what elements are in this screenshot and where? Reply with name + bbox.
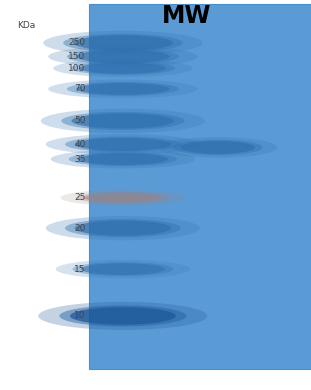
Ellipse shape (71, 62, 175, 75)
Ellipse shape (48, 46, 197, 67)
Ellipse shape (38, 302, 207, 330)
Ellipse shape (81, 263, 165, 275)
Text: 10: 10 (74, 311, 86, 321)
Ellipse shape (46, 216, 200, 240)
Ellipse shape (67, 49, 179, 64)
Ellipse shape (51, 150, 195, 168)
Ellipse shape (84, 193, 162, 203)
Ellipse shape (48, 80, 197, 98)
Ellipse shape (65, 136, 181, 152)
Ellipse shape (67, 82, 179, 96)
Ellipse shape (72, 113, 174, 129)
Ellipse shape (158, 137, 277, 158)
Text: 20: 20 (74, 223, 86, 233)
Ellipse shape (76, 50, 169, 63)
Ellipse shape (63, 34, 183, 52)
Ellipse shape (73, 35, 173, 50)
Text: 250: 250 (68, 38, 86, 48)
Text: 150: 150 (68, 52, 86, 61)
Text: 40: 40 (74, 140, 86, 149)
Text: MW: MW (162, 4, 211, 28)
Ellipse shape (75, 138, 171, 151)
Text: KDa: KDa (17, 21, 35, 30)
Ellipse shape (61, 112, 184, 130)
Text: 100: 100 (68, 64, 86, 73)
Text: 50: 50 (74, 116, 86, 126)
Ellipse shape (173, 140, 262, 155)
Ellipse shape (43, 31, 202, 55)
Ellipse shape (180, 141, 255, 154)
Ellipse shape (41, 109, 205, 133)
Ellipse shape (65, 219, 181, 237)
Text: 70: 70 (74, 84, 86, 94)
Text: 35: 35 (74, 154, 86, 164)
Ellipse shape (53, 59, 193, 77)
Ellipse shape (76, 192, 169, 204)
Ellipse shape (61, 190, 185, 206)
Ellipse shape (59, 305, 186, 326)
Text: 25: 25 (74, 193, 86, 202)
Ellipse shape (75, 220, 171, 236)
Ellipse shape (72, 262, 173, 276)
FancyBboxPatch shape (89, 4, 311, 369)
Ellipse shape (79, 63, 166, 74)
Ellipse shape (70, 307, 176, 324)
Ellipse shape (69, 152, 177, 166)
Ellipse shape (46, 134, 200, 154)
Ellipse shape (76, 83, 169, 95)
Ellipse shape (78, 153, 168, 165)
Ellipse shape (56, 260, 190, 278)
Text: 15: 15 (74, 264, 86, 274)
